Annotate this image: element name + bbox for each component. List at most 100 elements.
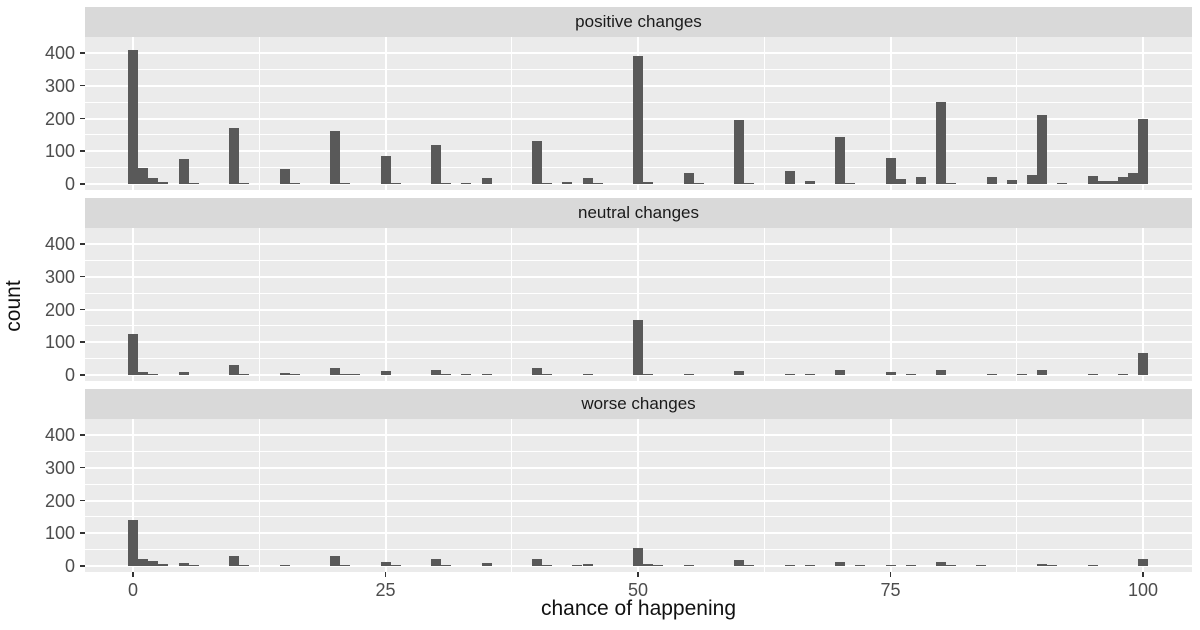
histogram-bar <box>1117 374 1128 375</box>
facet-strip-label: worse changes <box>581 394 696 413</box>
facet-strip: neutral changes <box>85 198 1192 228</box>
y-tick-mark <box>80 374 85 376</box>
y-tick-mark <box>80 565 85 567</box>
histogram-bar <box>986 176 997 184</box>
y-tick-label: 100 <box>44 332 75 353</box>
histogram-bar <box>643 182 654 184</box>
histogram-bar <box>239 565 250 566</box>
histogram-bar <box>279 168 290 184</box>
histogram-bar <box>239 374 250 375</box>
histogram-bar <box>1087 373 1098 375</box>
histogram-bar <box>804 565 815 566</box>
histogram-bar <box>1138 352 1148 375</box>
histogram-bar <box>936 369 946 375</box>
histogram-bar <box>390 183 401 184</box>
y-tick-label: 200 <box>44 490 75 511</box>
histogram-bar <box>188 183 199 184</box>
histogram-bar <box>1047 565 1058 566</box>
y-tick-label: 200 <box>44 108 75 129</box>
histogram-bar <box>835 370 845 375</box>
histogram-bar <box>845 183 856 184</box>
histogram-bar <box>481 374 492 375</box>
histogram-bar <box>946 565 957 566</box>
y-tick-label: 400 <box>44 234 75 254</box>
histogram-bar <box>229 365 239 375</box>
y-tick-label: 100 <box>44 141 75 162</box>
histogram-bar <box>330 130 340 184</box>
y-tick-label: 0 <box>64 174 75 194</box>
gridline-minor-v <box>511 37 513 190</box>
histogram-bar <box>330 555 340 566</box>
histogram-bar <box>734 120 744 184</box>
histogram-bar <box>441 565 452 566</box>
gridline-major-v <box>1142 419 1144 572</box>
x-tick-label: 25 <box>375 580 396 600</box>
histogram-bar <box>804 180 815 184</box>
gridline-major-v <box>637 228 639 381</box>
y-tick-mark <box>80 52 85 54</box>
gridline-major-v <box>1142 37 1144 190</box>
histogram-bar <box>188 565 199 566</box>
histogram-bar <box>582 374 593 375</box>
y-tick-mark <box>80 341 85 343</box>
histogram-bar <box>441 374 452 375</box>
histogram-bar <box>784 564 795 566</box>
histogram-bar <box>158 564 169 566</box>
histogram-bar <box>784 373 795 375</box>
facet-strip-label: neutral changes <box>578 203 699 222</box>
histogram-bar <box>1087 565 1098 566</box>
histogram-bar <box>138 372 149 375</box>
histogram-bar <box>905 374 916 375</box>
y-tick-mark <box>80 532 85 534</box>
histogram-bar <box>340 374 351 375</box>
gridline-minor-v <box>258 37 260 190</box>
histogram-bar <box>744 565 755 566</box>
histogram-bar <box>653 565 664 566</box>
y-tick-label: 200 <box>44 299 75 320</box>
histogram-bar <box>1138 119 1148 184</box>
histogram-bar <box>582 564 593 566</box>
histogram-bar <box>734 371 744 375</box>
x-tick-mark <box>1142 572 1144 577</box>
y-tick-label: 0 <box>64 365 75 385</box>
histogram-bar <box>380 156 391 184</box>
histogram-bar <box>1006 180 1017 184</box>
histogram-bar <box>784 170 795 184</box>
histogram-bar <box>340 565 351 566</box>
histogram-bar <box>542 374 553 375</box>
y-tick-label: 0 <box>64 556 75 576</box>
gridline-minor-v <box>1016 37 1018 190</box>
y-tick-mark <box>80 499 85 501</box>
histogram-bar <box>936 562 946 566</box>
histogram-bar <box>138 167 149 184</box>
histogram-bar <box>1026 174 1037 184</box>
histogram-bar <box>693 183 704 184</box>
histogram-bar <box>1037 115 1047 184</box>
histogram-bar <box>835 562 845 566</box>
histogram-bar <box>279 565 290 566</box>
gridline-major-v <box>132 419 134 572</box>
y-tick-label: 300 <box>44 457 75 478</box>
y-tick-label: 400 <box>44 425 75 445</box>
histogram-bar <box>289 183 300 184</box>
gridline-minor-v <box>511 228 513 381</box>
y-tick-mark <box>80 308 85 310</box>
histogram-bar <box>542 565 553 566</box>
histogram-bar <box>229 128 239 184</box>
y-tick-mark <box>80 434 85 436</box>
gridline-minor-v <box>763 37 765 190</box>
gridline-minor-v <box>763 419 765 572</box>
histogram-bar <box>885 371 896 375</box>
histogram-bar <box>582 178 593 184</box>
facet-panel <box>85 419 1192 572</box>
gridline-major-v <box>1142 228 1144 381</box>
histogram-bar <box>1016 374 1027 375</box>
gridline-minor-v <box>763 228 765 381</box>
histogram-bar <box>1057 183 1068 184</box>
x-tick-mark <box>384 572 386 577</box>
histogram-bar <box>885 565 896 566</box>
histogram-bar <box>431 144 441 184</box>
histogram-bar <box>905 565 916 566</box>
gridline-minor-v <box>258 419 260 572</box>
